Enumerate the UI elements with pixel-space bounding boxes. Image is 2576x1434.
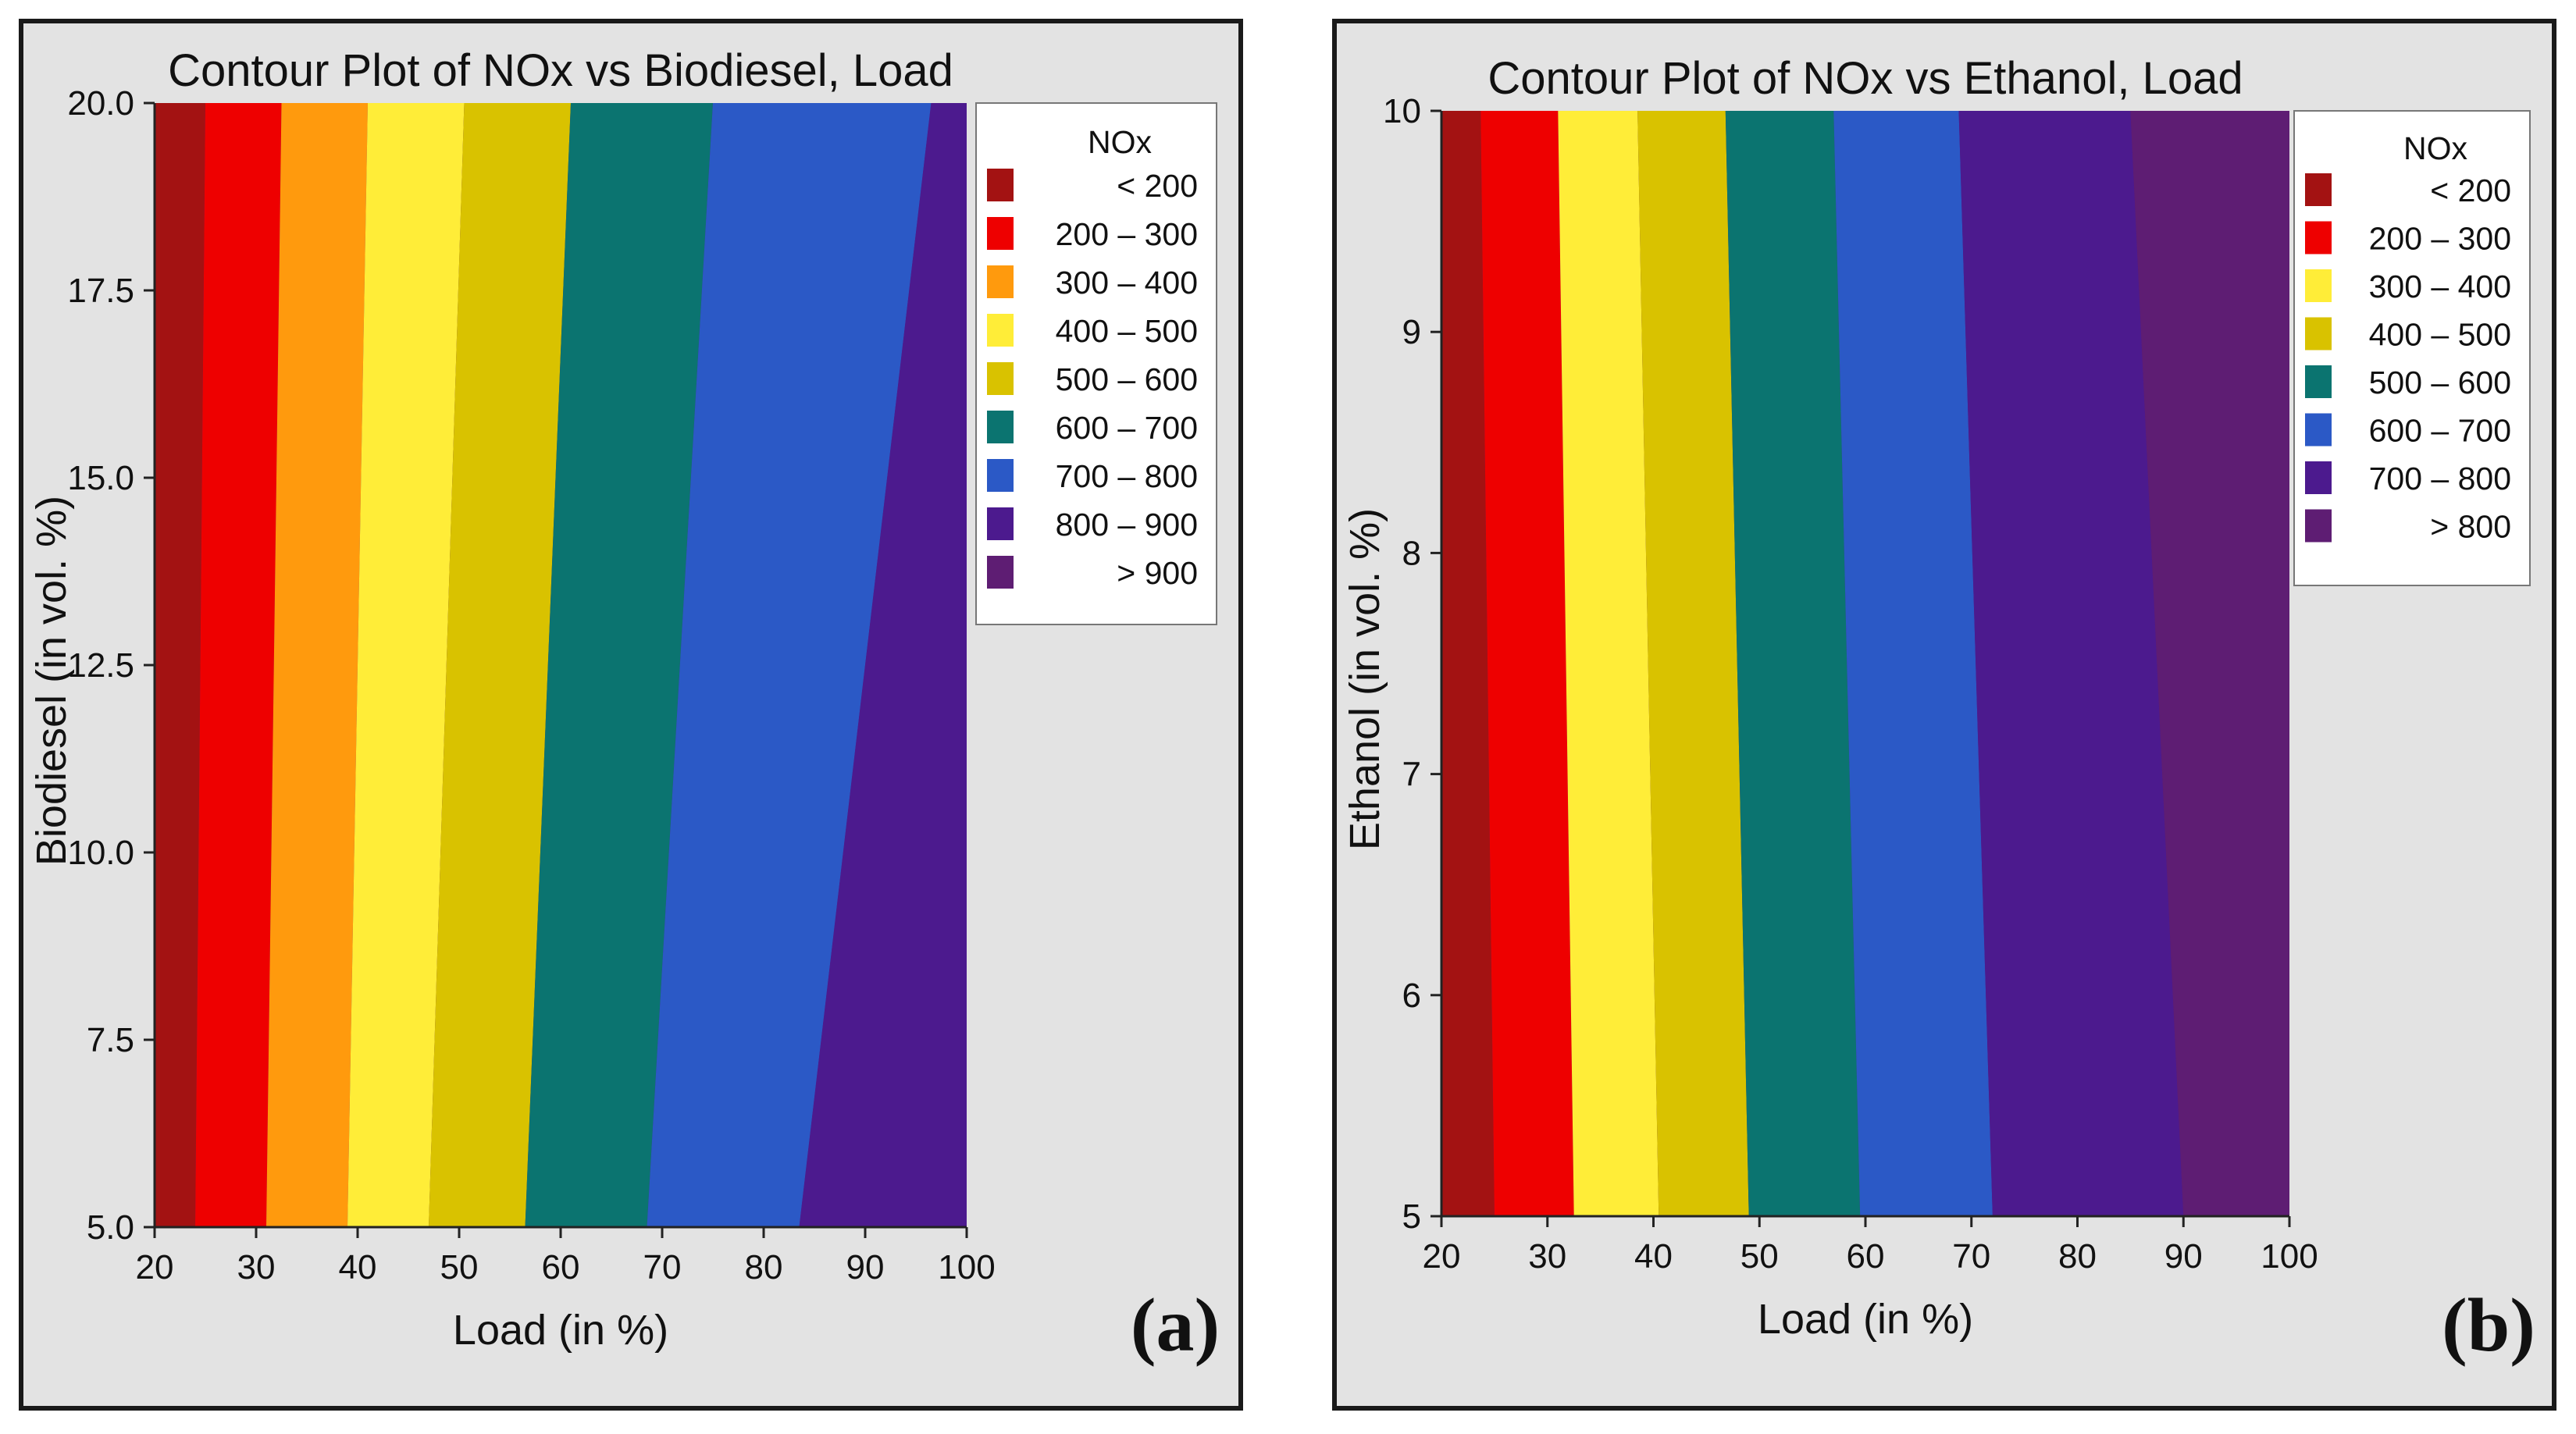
legend-label: 200 – 300 xyxy=(1056,216,1198,252)
x-tick-label: 30 xyxy=(1528,1237,1566,1276)
contour-band-1 xyxy=(1480,111,1574,1216)
legend-title: NOx xyxy=(2403,130,2468,166)
legend-swatch xyxy=(987,411,1014,443)
legend-label: 700 – 800 xyxy=(2369,461,2511,496)
legend-swatch xyxy=(987,265,1014,298)
contour-band-2 xyxy=(1558,111,1659,1216)
x-tick-label: 70 xyxy=(643,1248,682,1286)
legend-swatch xyxy=(2305,461,2332,494)
x-tick-label: 70 xyxy=(1952,1237,1990,1276)
x-tick-label: 50 xyxy=(440,1248,479,1286)
legend-label: 600 – 700 xyxy=(2369,413,2511,449)
legend-label: < 200 xyxy=(2430,173,2511,208)
contour-band-4 xyxy=(1725,111,1861,1216)
x-tick-label: 90 xyxy=(2164,1237,2203,1276)
y-axis-label: Biodiesel (in vol. %) xyxy=(28,496,75,866)
legend-swatch xyxy=(987,314,1014,347)
contour-band-5 xyxy=(525,103,713,1227)
legend-label: 400 – 500 xyxy=(1056,313,1198,349)
x-tick-label: 40 xyxy=(339,1248,377,1286)
y-tick-label: 8 xyxy=(1402,534,1421,572)
legend-title: NOx xyxy=(1088,124,1153,160)
x-tick-label: 20 xyxy=(136,1248,174,1286)
x-tick-label: 60 xyxy=(1847,1237,1885,1276)
y-tick-label: 6 xyxy=(1402,977,1421,1015)
legend-label: 500 – 600 xyxy=(2369,365,2511,400)
chart-title: Contour Plot of NOx vs Biodiesel, Load xyxy=(168,45,953,96)
legend-swatch xyxy=(2305,365,2332,398)
contour-band-3 xyxy=(347,103,465,1227)
legend-swatch xyxy=(987,217,1014,250)
x-axis-label: Load (in %) xyxy=(1758,1296,1973,1343)
contour-band-0 xyxy=(1441,111,1495,1216)
contour-band-6 xyxy=(647,103,932,1227)
legend-swatch xyxy=(987,459,1014,492)
contour-band-4 xyxy=(429,103,571,1227)
x-axis-label: Load (in %) xyxy=(453,1307,668,1354)
legend-box xyxy=(975,102,1217,625)
legend-label: 400 – 500 xyxy=(2369,317,2511,353)
contour-band-0 xyxy=(155,103,205,1227)
y-axis-label: Ethanol (in vol. %) xyxy=(1341,508,1388,850)
y-tick-label: 15.0 xyxy=(67,459,134,497)
contour-chart-b: 20 30 40 50 60 70 80 90 100 5 6 7 8 9 10 Contour Plot o… xyxy=(1341,53,2535,1368)
contour-band-7 xyxy=(799,103,967,1227)
legend-label: 600 – 700 xyxy=(1056,410,1198,446)
y-tick-label: 5.0 xyxy=(87,1208,134,1247)
x-tick-label: 80 xyxy=(2058,1237,2097,1276)
legend-box xyxy=(2293,110,2531,586)
legend-swatch xyxy=(2305,413,2332,447)
panel-b: 20 30 40 50 60 70 80 90 100 5 6 7 8 9 10 Contour Plot o… xyxy=(1332,19,2556,1411)
legend-label: 500 – 600 xyxy=(1056,361,1198,397)
y-tick-label: 7 xyxy=(1402,756,1421,794)
y-tick-label: 10.0 xyxy=(67,834,134,872)
y-tick-label: 9 xyxy=(1402,313,1421,351)
contour-band-2 xyxy=(266,103,368,1227)
contour-chart-a: 20 30 40 50 60 70 80 90 100 5.0 7.5 10.0 12.5 15.0 17.… xyxy=(28,45,1220,1368)
legend-swatch xyxy=(2305,317,2332,350)
y-tick-label: 7.5 xyxy=(87,1021,134,1059)
y-tick-label: 5 xyxy=(1402,1197,1421,1236)
legend-swatch xyxy=(987,169,1014,201)
x-tick-label: 60 xyxy=(542,1248,580,1286)
contour-band-5 xyxy=(1833,111,1993,1216)
contour-band-7 xyxy=(2130,111,2289,1216)
y-tick-label: 17.5 xyxy=(67,272,134,310)
x-tick-label: 50 xyxy=(1740,1237,1779,1276)
legend-swatch xyxy=(2305,269,2332,302)
legend-swatch xyxy=(987,556,1014,589)
x-tick-label: 40 xyxy=(1634,1237,1673,1276)
legend-swatch xyxy=(987,362,1014,395)
legend-label: 200 – 300 xyxy=(2369,221,2511,257)
x-tick-label: 30 xyxy=(237,1248,276,1286)
x-tick-label: 20 xyxy=(1423,1237,1461,1276)
legend-swatch xyxy=(2305,173,2332,206)
legend-swatch xyxy=(987,507,1014,540)
y-tick-label: 20.0 xyxy=(67,84,134,123)
legend-label: 300 – 400 xyxy=(2369,269,2511,304)
y-tick-label: 10 xyxy=(1383,92,1421,130)
x-tick-label: 100 xyxy=(2261,1237,2318,1276)
panel-label: (a) xyxy=(1131,1283,1220,1368)
legend-label: 800 – 900 xyxy=(1056,507,1198,543)
legend-label: 700 – 800 xyxy=(1056,458,1198,494)
x-tick-label: 80 xyxy=(745,1248,783,1286)
panel-label: (b) xyxy=(2442,1283,2535,1368)
chart-title: Contour Plot of NOx vs Ethanol, Load xyxy=(1488,53,2243,104)
legend-swatch xyxy=(2305,509,2332,543)
y-tick-label: 12.5 xyxy=(67,646,134,685)
contour-band-1 xyxy=(195,103,282,1227)
legend-label: > 900 xyxy=(1117,555,1198,591)
legend-label: < 200 xyxy=(1117,168,1198,204)
panel-a: 20 30 40 50 60 70 80 90 100 5.0 7.5 10.0 12.5 15.0 17.… xyxy=(19,19,1243,1411)
contour-band-3 xyxy=(1637,111,1749,1216)
legend-label: > 800 xyxy=(2430,509,2511,545)
legend-label: 300 – 400 xyxy=(1056,265,1198,301)
x-tick-label: 100 xyxy=(938,1248,995,1286)
x-tick-label: 90 xyxy=(846,1248,885,1286)
legend-swatch xyxy=(2305,221,2332,254)
contour-band-6 xyxy=(1958,111,2184,1216)
